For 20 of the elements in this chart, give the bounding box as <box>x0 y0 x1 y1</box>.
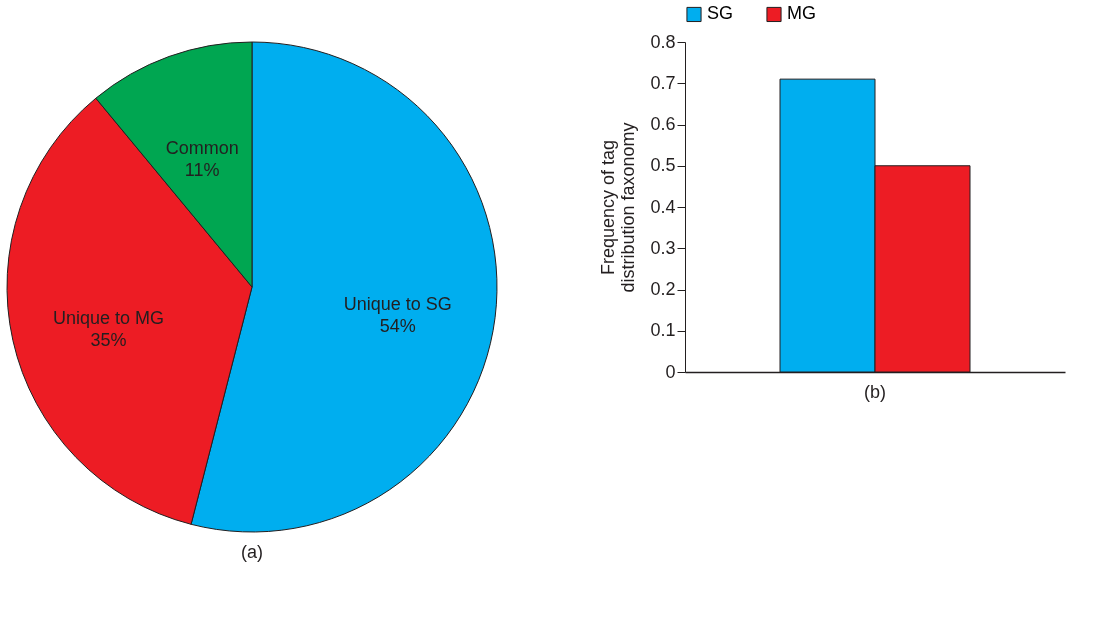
y-tick-label: 0.3 <box>650 237 676 258</box>
legend-label: SG <box>707 3 734 24</box>
data-label: 54% <box>379 316 416 337</box>
y-tick-label: 0.5 <box>650 155 676 176</box>
y-tick-label: 0.6 <box>650 114 676 134</box>
y-tick-label: 0.2 <box>650 279 676 299</box>
text: (a) <box>241 542 263 562</box>
y-tick-label: 0.8 <box>650 31 676 52</box>
legend-label: MG <box>787 3 816 24</box>
y-tick-label: 0 <box>665 361 676 382</box>
y-tick-label: 0.4 <box>650 196 676 217</box>
data-label: 11% <box>184 159 220 180</box>
y-tick-label: 0.1 <box>650 320 676 341</box>
slice-label: Unique to MG <box>53 308 165 329</box>
text: (b) <box>864 382 886 402</box>
slice-label: Unique to SG <box>343 294 452 315</box>
slice-label: Common <box>165 137 239 158</box>
y-axis-title: Frequency of tag distribution faxonomy <box>598 122 639 293</box>
y-tick-label: 0.7 <box>650 72 676 93</box>
data-label: 35% <box>90 330 127 351</box>
